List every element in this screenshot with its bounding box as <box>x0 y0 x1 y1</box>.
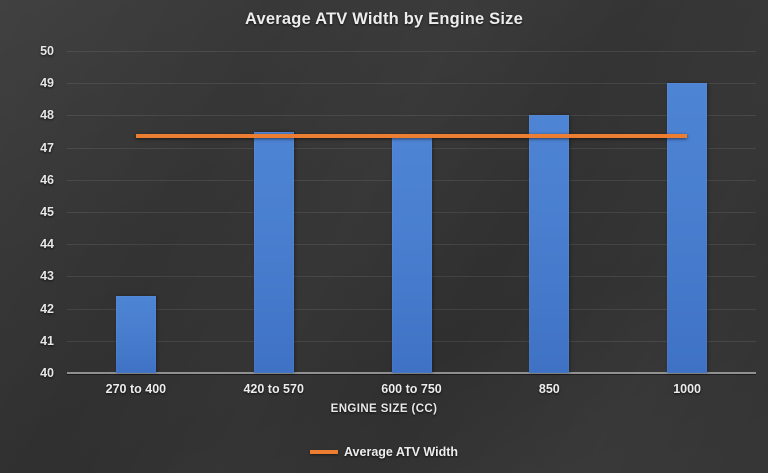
bar <box>391 137 432 373</box>
y-axis-tick-label: 40 <box>40 366 54 380</box>
x-axis-tick-label: 420 to 570 <box>243 382 304 396</box>
y-axis-tick-label: 43 <box>40 269 54 284</box>
y-axis-tick-label: 49 <box>40 76 54 91</box>
bar <box>253 131 294 373</box>
y-axis-tick-label: 44 <box>40 237 54 252</box>
x-axis-line <box>67 372 756 374</box>
y-axis-tick-label: 46 <box>40 172 54 187</box>
y-axis-tick-label: 42 <box>40 301 54 316</box>
x-axis-tick-label: 270 to 400 <box>105 382 167 396</box>
bar <box>529 115 570 373</box>
chart-title: Average ATV Width by Engine Size <box>245 10 523 28</box>
legend-item-label: Average ATV Width <box>343 445 459 459</box>
y-axis-tick-label: 41 <box>40 333 54 348</box>
bar <box>667 83 708 373</box>
legend-line-swatch-icon <box>309 450 338 454</box>
x-axis-tick-label: 600 to 750 <box>381 382 442 396</box>
average-reference-line <box>135 134 688 139</box>
y-axis-tick-label: 45 <box>40 205 54 219</box>
y-axis-tick-label: 48 <box>40 108 54 123</box>
gridline <box>67 51 756 52</box>
gridline <box>67 115 756 117</box>
y-axis-tick-label: 47 <box>40 140 54 155</box>
x-axis-tick-label: 1000 <box>673 382 701 396</box>
x-axis-title: ENGINE SIZE (CC) <box>330 403 438 415</box>
plot-area <box>67 51 756 374</box>
chart-legend: Average ATV Width <box>0 445 768 459</box>
gridline <box>67 83 756 85</box>
x-axis-tick-label: 850 <box>538 382 560 396</box>
y-axis-tick-label: 50 <box>40 44 54 58</box>
bar <box>115 295 156 373</box>
